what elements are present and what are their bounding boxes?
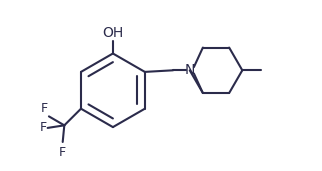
Text: OH: OH [102,26,124,40]
Text: F: F [40,121,47,134]
Text: N: N [185,63,195,77]
Text: F: F [59,147,66,160]
Text: F: F [41,102,48,115]
